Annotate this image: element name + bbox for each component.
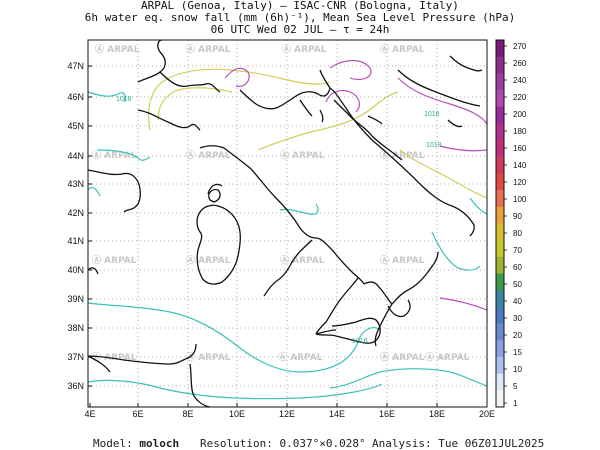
colorbar-swatch — [496, 90, 504, 108]
watermark-text: Ⓐ ARPAL — [278, 351, 323, 363]
colorbar-swatch — [496, 173, 504, 191]
colorbar-swatch — [496, 73, 504, 91]
lat-tick-label: 41N — [67, 236, 84, 246]
lon-tick-label: 4E — [84, 409, 95, 419]
watermark-text: Ⓐ ARPAL — [380, 43, 425, 55]
colorbar-label: 260 — [513, 59, 527, 68]
colorbar-label: 140 — [513, 161, 527, 170]
colorbar-swatch — [496, 306, 504, 324]
colorbar-label: 180 — [513, 127, 527, 136]
colorbar-label: 220 — [513, 93, 527, 102]
colorbar-swatch — [496, 123, 504, 141]
lat-tick-label: 36N — [67, 381, 84, 391]
watermark-text: Ⓐ ARPAL — [186, 149, 231, 161]
lon-tick-label: 16E — [379, 409, 395, 419]
lat-tick-label: 47N — [67, 61, 84, 71]
watermark-text: Ⓐ ARPAL — [380, 254, 425, 266]
colorbar-label: 50 — [513, 280, 522, 289]
lat-tick-label: 43N — [67, 179, 84, 189]
lon-tick-label: 18E — [429, 409, 445, 419]
colorbar-label: 60 — [513, 263, 522, 272]
colorbar-swatch — [496, 273, 504, 291]
colorbar-swatch — [496, 240, 504, 258]
watermark-text: Ⓐ ARPAL — [92, 254, 137, 266]
colorbar-swatch — [496, 40, 504, 57]
watermark-text: Ⓐ ARPAL — [186, 351, 231, 363]
colorbar-label: 80 — [513, 229, 522, 238]
coastlines — [87, 39, 483, 408]
colorbar-label: 1 — [513, 399, 518, 408]
watermark-text: Ⓐ ARPAL — [186, 43, 231, 55]
colorbar-label: 270 — [513, 42, 527, 51]
colorbar-label: 100 — [513, 195, 527, 204]
latitude-tick-labels: 47N 46N 45N 44N 43N 42N 41N 40N 39N 38N 37N 36N — [67, 61, 92, 391]
colorbar-swatch — [496, 323, 504, 341]
lat-tick-label: 44N — [67, 151, 84, 161]
colorbar-swatch — [496, 223, 504, 241]
colorbar-swatch — [496, 390, 504, 408]
isobar-label: 1018 — [424, 111, 440, 118]
watermark-text: Ⓐ ARPAL — [92, 149, 137, 161]
colorbar-swatch — [496, 340, 504, 358]
watermark-text: Ⓐ ARPAL — [380, 351, 425, 363]
colorbar-label: 15 — [513, 348, 522, 357]
lat-tick-label: 39N — [67, 294, 84, 304]
lat-tick-label: 46N — [67, 92, 84, 102]
longitude-tick-labels: 4E 6E 8E 10E 12E 14E 16E 18E 20E — [84, 403, 495, 419]
colorbar-swatch — [496, 356, 504, 374]
analysis-info: Analysis: Tue 06Z01JUL2025 — [372, 437, 545, 450]
lat-tick-label: 42N — [67, 208, 84, 218]
colorbar-border — [495, 39, 505, 408]
watermark-text: Ⓐ ARPAL — [186, 254, 231, 266]
lon-tick-label: 6E — [132, 409, 143, 419]
isobar-label: 1016 — [116, 96, 132, 103]
watermark-text: Ⓐ ARPAL — [280, 254, 325, 266]
resolution-info: Resolution: 0.037°×0.028° — [200, 437, 366, 450]
colorbar-label: 40 — [513, 297, 522, 306]
colorbar-swatch — [496, 106, 504, 124]
lon-tick-label: 20E — [479, 409, 495, 419]
colorbar-label: 240 — [513, 76, 527, 85]
colorbar-label: 30 — [513, 314, 522, 323]
colorbar-label: 90 — [513, 212, 522, 221]
colorbar-swatch — [496, 373, 504, 391]
colorbar-label: 5 — [513, 382, 518, 391]
lat-tick-label: 38N — [67, 323, 84, 333]
colorbar-label: 70 — [513, 246, 522, 255]
lon-tick-label: 12E — [279, 409, 295, 419]
watermark-text: Ⓐ ARPAL — [95, 43, 140, 55]
header-line-2: 6h water eq. snow fall (mm (6h)⁻¹), Mean… — [84, 11, 516, 24]
watermark-text: Ⓐ ARPAL — [280, 149, 325, 161]
colorbar-swatch — [496, 206, 504, 224]
colorbar-label: 160 — [513, 144, 527, 153]
colorbar-label: 120 — [513, 178, 527, 187]
colorbar-swatch — [496, 190, 504, 208]
isobar-label: 1016 — [352, 338, 368, 345]
colorbar-label: 200 — [513, 110, 527, 119]
header-line-3: 06 UTC Wed 02 JUL – τ = 24h — [210, 23, 390, 36]
colorbar-swatch — [496, 256, 504, 274]
lon-tick-label: 14E — [329, 409, 345, 419]
model-info: Model: moloch — [93, 437, 180, 450]
colorbar-label: 20 — [513, 331, 522, 340]
watermark-text: Ⓐ ARPAL — [380, 149, 425, 161]
header-line-1: ARPAL (Genoa, Italy) – ISAC-CNR (Bologna… — [141, 0, 459, 12]
colorbar: 2702602402202001801601401201009080706050… — [495, 39, 527, 408]
colorbar-swatch — [496, 290, 504, 308]
lat-tick-label: 40N — [67, 265, 84, 275]
colorbar-swatch — [496, 140, 504, 158]
isobar-label: 1018 — [426, 142, 442, 149]
watermark-text: Ⓐ ARPAL — [425, 351, 470, 363]
colorbar-swatch — [496, 56, 504, 74]
watermark-text: Ⓐ ARPAL — [282, 43, 327, 55]
lon-tick-label: 8E — [182, 409, 193, 419]
lat-tick-label: 37N — [67, 352, 84, 362]
lon-tick-label: 10E — [229, 409, 245, 419]
colorbar-swatch — [496, 156, 504, 174]
colorbar-label: 10 — [513, 365, 522, 374]
lat-tick-label: 45N — [67, 121, 84, 131]
